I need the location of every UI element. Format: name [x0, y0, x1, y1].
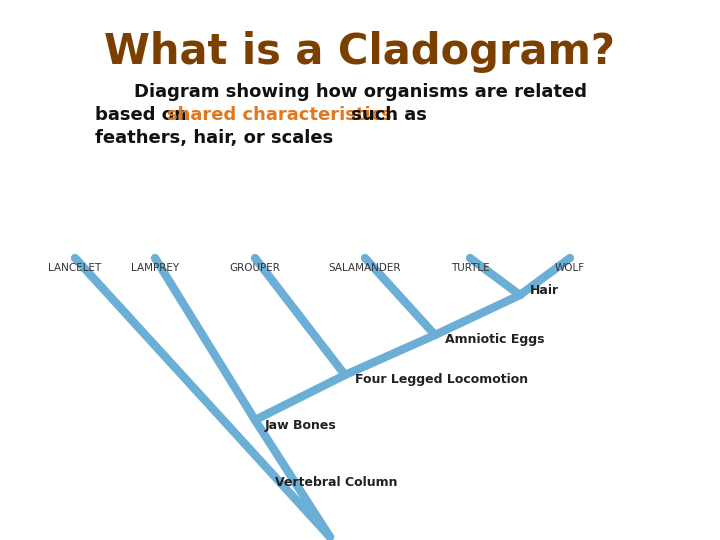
- Text: Four Legged Locomotion: Four Legged Locomotion: [355, 374, 528, 387]
- Text: GROUPER: GROUPER: [230, 263, 280, 273]
- Text: LAMPREY: LAMPREY: [131, 263, 179, 273]
- Text: LANCELET: LANCELET: [48, 263, 102, 273]
- Text: feathers, hair, or scales: feathers, hair, or scales: [95, 129, 333, 147]
- Text: such as: such as: [345, 106, 427, 124]
- Text: Amniotic Eggs: Amniotic Eggs: [445, 334, 544, 347]
- Text: What is a Cladogram?: What is a Cladogram?: [104, 31, 616, 73]
- Text: Diagram showing how organisms are related: Diagram showing how organisms are relate…: [133, 83, 587, 101]
- Text: shared characteristics: shared characteristics: [167, 106, 392, 124]
- Text: TURTLE: TURTLE: [451, 263, 490, 273]
- Text: based on: based on: [95, 106, 193, 124]
- Text: Vertebral Column: Vertebral Column: [275, 476, 397, 489]
- Text: WOLF: WOLF: [555, 263, 585, 273]
- Text: SALAMANDER: SALAMANDER: [329, 263, 401, 273]
- Text: Jaw Bones: Jaw Bones: [265, 418, 337, 431]
- Text: Hair: Hair: [530, 284, 559, 296]
